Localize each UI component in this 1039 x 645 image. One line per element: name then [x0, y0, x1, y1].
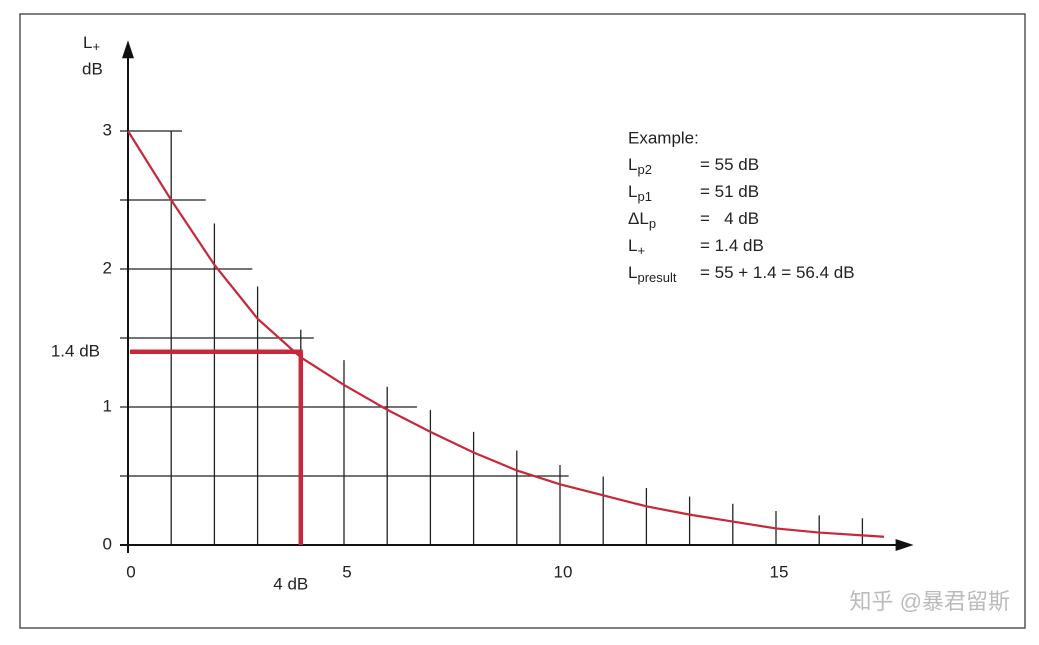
example-subscript: presult [637, 270, 676, 285]
marker-y-label: 1.4 dB [51, 341, 100, 360]
y-tick-label: 0 [103, 534, 112, 553]
example-subscript: + [637, 243, 645, 258]
example-value: = 51 dB [700, 182, 759, 201]
example-subscript: p2 [637, 162, 651, 177]
watermark: 知乎 @暴君留斯 [850, 589, 1010, 614]
marker-x-label: 4 dB [273, 574, 308, 593]
example-subscript: p [649, 216, 656, 231]
example-line: Lpresult = 55 + 1.4 = 56.4 dB [628, 263, 855, 285]
example-symbol: L [628, 263, 637, 282]
y-axis-arrow [122, 40, 134, 59]
y-tick-label: 2 [103, 258, 112, 277]
example-subscript: p1 [637, 189, 651, 204]
example-line: ΔLp = 4 dB [628, 209, 759, 231]
y-tick-label: 1 [103, 396, 112, 415]
y-axis-unit: dB [82, 59, 103, 78]
example-value: = 4 dB [700, 209, 759, 228]
example-symbol: L [628, 236, 637, 255]
example-line: Lp1 = 51 dB [628, 182, 759, 204]
curve [127, 130, 885, 538]
x-axis-arrow [895, 539, 914, 551]
y-tick-label: 3 [103, 120, 112, 139]
example-value: = 1.4 dB [700, 236, 764, 255]
example-line: Lp2 = 55 dB [628, 155, 759, 177]
frame [19, 13, 1026, 629]
example-symbol: L [628, 155, 637, 174]
x-tick-label: 10 [554, 562, 573, 581]
x-tick-label: 15 [770, 562, 789, 581]
example-title: Example: [628, 128, 699, 147]
example-symbol: ΔL [628, 209, 649, 228]
example-symbol: L [628, 182, 637, 201]
y-axis-symbol: L [83, 33, 92, 52]
y-axis-title: L+ [83, 33, 100, 54]
y-axis-subscript: + [92, 39, 100, 54]
example-line: L+ = 1.4 dB [628, 236, 764, 258]
x-tick-label: 5 [342, 562, 351, 581]
example-value: = 55 dB [700, 155, 759, 174]
x-tick-label: 0 [126, 562, 135, 581]
example-value: = 55 + 1.4 = 56.4 dB [700, 263, 855, 282]
